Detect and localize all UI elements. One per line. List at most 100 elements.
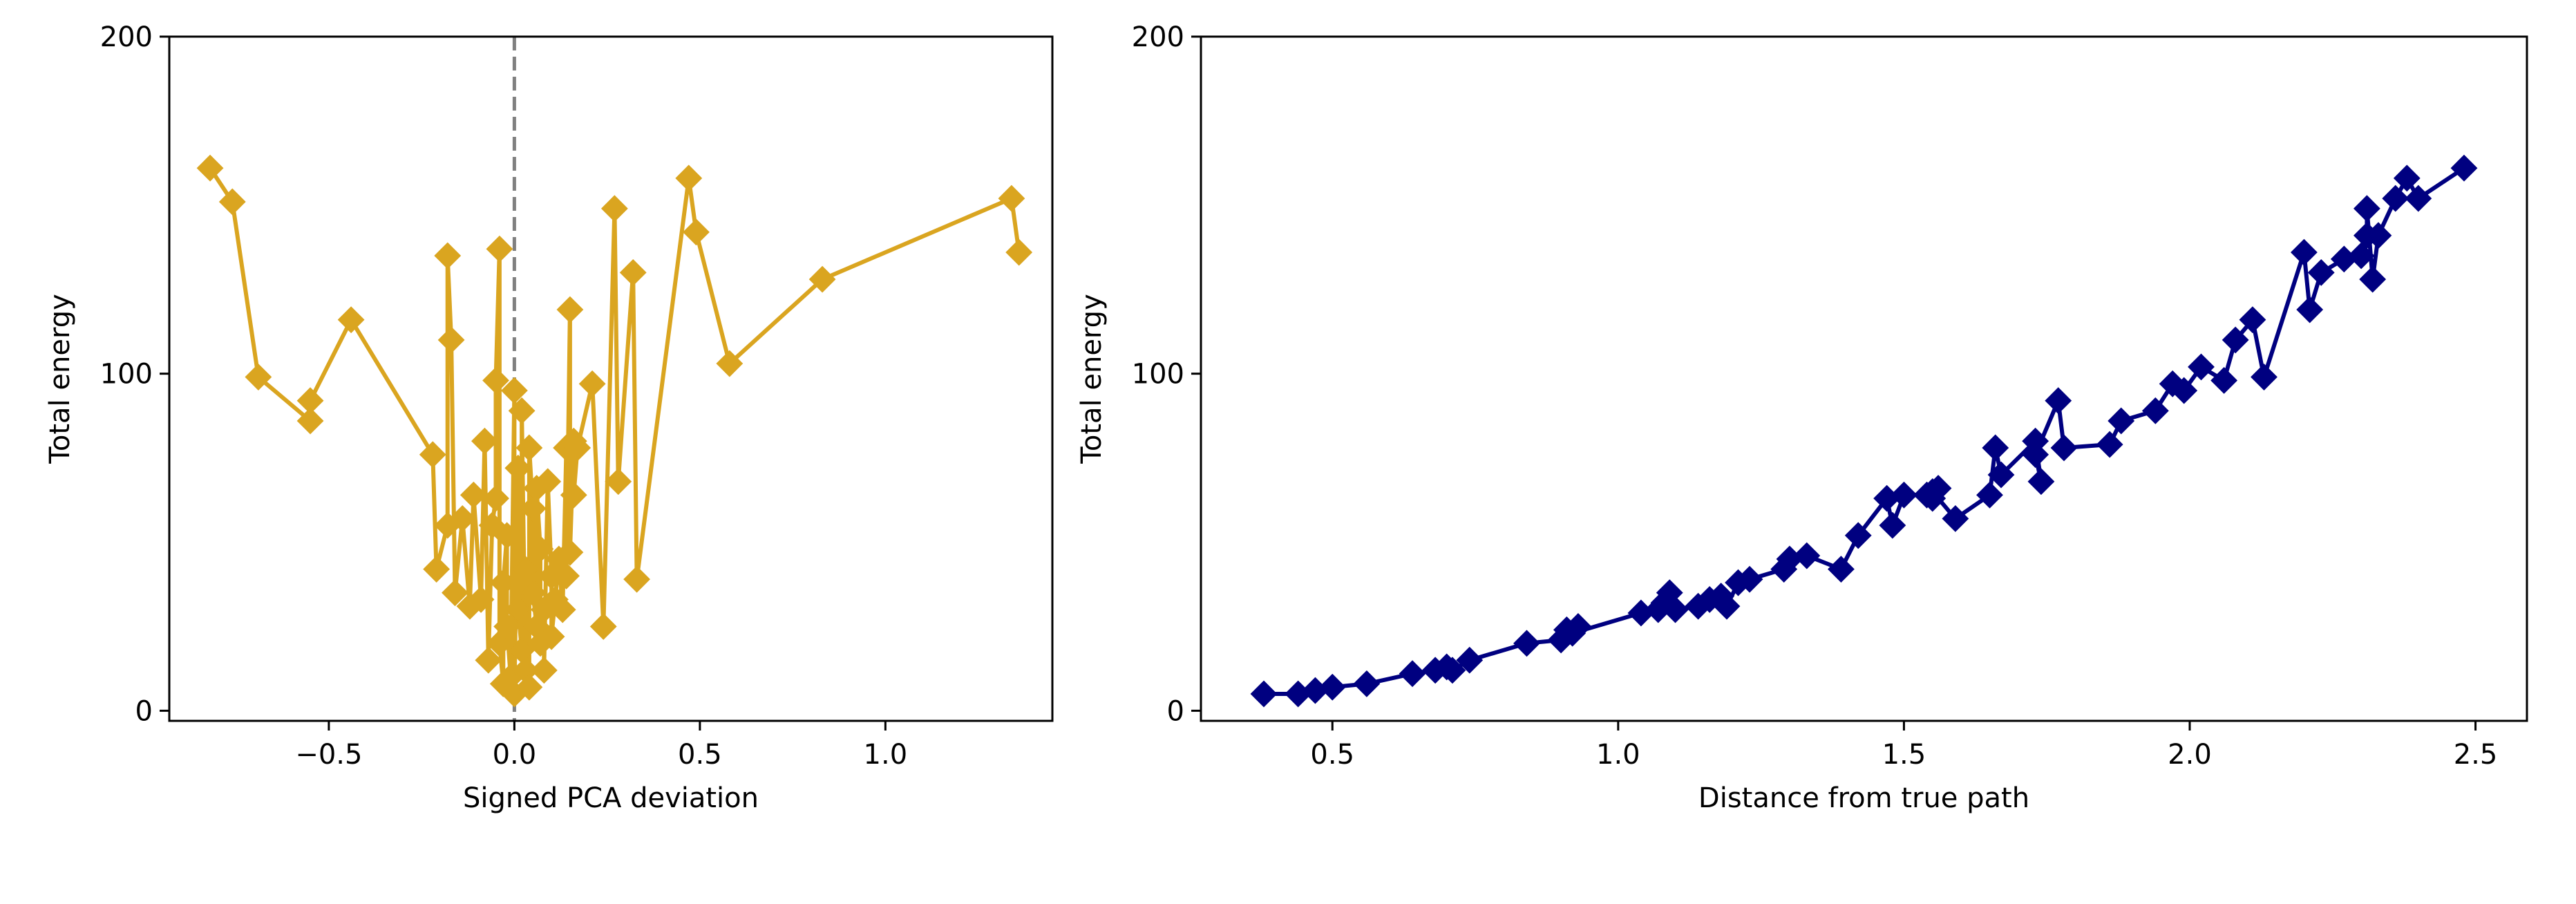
data-point-diamond <box>196 154 224 182</box>
data-point-diamond <box>2141 397 2169 424</box>
data-point-diamond <box>437 326 465 354</box>
data-point-diamond <box>1942 505 1969 532</box>
data-point-diamond <box>2027 468 2055 496</box>
data-point-diamond <box>1793 542 1821 569</box>
data-point-diamond <box>2251 364 2277 390</box>
data-point-diamond <box>1713 592 1741 620</box>
data-point-diamond <box>475 646 502 674</box>
data-point-diamond <box>553 562 580 590</box>
y-axis-label: Total energy <box>1076 294 1108 464</box>
data-point-diamond <box>1662 596 1689 623</box>
data-point-diamond <box>489 569 517 596</box>
data-point-diamond <box>564 434 591 462</box>
data-point-diamond <box>556 538 584 566</box>
data-point-diamond <box>508 397 536 424</box>
data-point-diamond <box>2222 326 2249 354</box>
x-tick-label: 1.5 <box>1882 739 1926 771</box>
data-point-diamond <box>578 370 606 397</box>
data-point-diamond <box>600 195 628 223</box>
data-point-diamond <box>504 596 532 623</box>
data-point-diamond <box>589 613 617 640</box>
data-point-diamond <box>2290 238 2318 266</box>
data-point-diamond <box>527 535 554 563</box>
data-point-diamond <box>423 556 451 583</box>
data-point-diamond <box>482 484 509 512</box>
data-point-diamond <box>808 265 836 293</box>
data-point-diamond <box>1987 461 2015 489</box>
data-point-diamond <box>716 350 744 377</box>
data-point-diamond <box>1982 434 2009 462</box>
x-tick-label: 0.5 <box>1310 739 1354 771</box>
data-point-diamond <box>2108 407 2135 435</box>
data-point-diamond <box>675 164 703 192</box>
y-tick-label: 0 <box>135 695 153 727</box>
data-point-diamond <box>2405 185 2432 212</box>
data-point-diamond <box>560 481 587 509</box>
data-point-diamond <box>2188 353 2215 381</box>
data-point-diamond <box>486 235 513 263</box>
data-point-diamond <box>504 454 532 482</box>
data-point-diamond <box>1919 478 1947 505</box>
data-point-diamond <box>500 377 528 404</box>
data-point-diamond <box>493 522 521 549</box>
data-point-diamond <box>1827 556 1855 583</box>
y-tick-label: 0 <box>1167 695 1184 727</box>
x-axis-label: Distance from true path <box>1698 782 2029 814</box>
data-point-diamond <box>493 613 521 640</box>
data-point-diamond <box>448 505 476 532</box>
data-point-diamond <box>337 306 365 334</box>
data-point-diamond <box>556 296 584 323</box>
data-point-diamond <box>1976 481 2003 509</box>
data-point-diamond <box>605 468 632 496</box>
x-tick-label: 1.0 <box>864 739 908 771</box>
data-point-diamond <box>1513 630 1540 657</box>
data-point-diamond <box>2353 195 2380 223</box>
data-point-diamond <box>2045 387 2072 415</box>
data-point-diamond <box>1844 522 1872 549</box>
x-tick-label: 1.0 <box>1596 739 1640 771</box>
data-point-diamond <box>2296 296 2324 323</box>
data-point-diamond <box>2382 185 2409 212</box>
data-point-diamond <box>296 387 324 415</box>
x-tick-label: 0.0 <box>493 739 537 771</box>
data-point-diamond <box>471 427 498 455</box>
data-point-diamond <box>2210 367 2238 394</box>
y-tick-label: 200 <box>100 21 153 53</box>
data-point-diamond <box>2050 434 2078 462</box>
data-point-diamond <box>2022 441 2049 469</box>
data-point-diamond <box>2393 164 2421 192</box>
data-point-diamond <box>1736 565 1763 593</box>
data-point-diamond <box>1318 673 1346 701</box>
data-point-diamond <box>2096 431 2123 458</box>
data-point-diamond <box>515 673 543 701</box>
x-tick-label: 0.5 <box>678 739 722 771</box>
data-point-diamond <box>434 242 462 270</box>
x-tick-label: 2.0 <box>2168 739 2212 771</box>
data-point-diamond <box>998 185 1025 212</box>
data-point-diamond <box>534 468 562 496</box>
data-point-diamond <box>515 434 543 462</box>
left-chart-panel: 0 100 200 −0.5 0.0 0.5 1.0 Signed PCA deviation… <box>44 21 1054 814</box>
data-point-diamond <box>1559 619 1587 647</box>
data-point-diamond <box>519 495 547 522</box>
y-tick-label: 100 <box>100 359 153 390</box>
right-chart-panel: 0 100 200 0.5 1.0 1.5 2.0 2.5 Distance from true… <box>1076 21 2528 814</box>
data-point-diamond <box>478 511 506 539</box>
x-tick-label: −0.5 <box>295 739 362 771</box>
data-point-diamond <box>482 367 509 394</box>
data-point-diamond <box>245 364 272 390</box>
data-point-diamond <box>2359 265 2387 293</box>
data-point-diamond <box>419 441 446 469</box>
data-point-diamond <box>2307 258 2335 286</box>
data-point-diamond <box>442 579 468 607</box>
x-axis-label: Signed PCA deviation <box>463 782 759 814</box>
data-point-diamond <box>296 407 324 435</box>
data-point-diamond <box>467 586 495 613</box>
data-point-diamond <box>1399 660 1426 688</box>
data-point-diamond <box>1890 481 1917 509</box>
data-point-diamond <box>1439 657 1466 684</box>
data-point-diamond <box>530 657 558 684</box>
x-tick-label: 2.5 <box>2454 739 2498 771</box>
data-point-diamond <box>623 565 651 593</box>
